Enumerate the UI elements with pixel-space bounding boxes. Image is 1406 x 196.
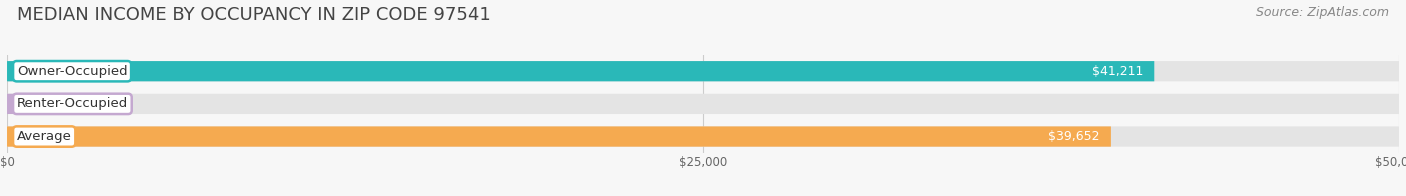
Text: Average: Average (17, 130, 72, 143)
FancyBboxPatch shape (7, 61, 1399, 81)
Text: Owner-Occupied: Owner-Occupied (17, 65, 128, 78)
Text: Renter-Occupied: Renter-Occupied (17, 97, 128, 110)
Text: $39,652: $39,652 (1049, 130, 1099, 143)
FancyBboxPatch shape (7, 94, 1399, 114)
Text: MEDIAN INCOME BY OCCUPANCY IN ZIP CODE 97541: MEDIAN INCOME BY OCCUPANCY IN ZIP CODE 9… (17, 6, 491, 24)
FancyBboxPatch shape (7, 126, 1111, 147)
FancyBboxPatch shape (7, 94, 41, 114)
FancyBboxPatch shape (7, 61, 1154, 81)
FancyBboxPatch shape (7, 126, 1399, 147)
Text: $41,211: $41,211 (1092, 65, 1143, 78)
Text: Source: ZipAtlas.com: Source: ZipAtlas.com (1256, 6, 1389, 19)
Text: $0: $0 (58, 97, 73, 110)
